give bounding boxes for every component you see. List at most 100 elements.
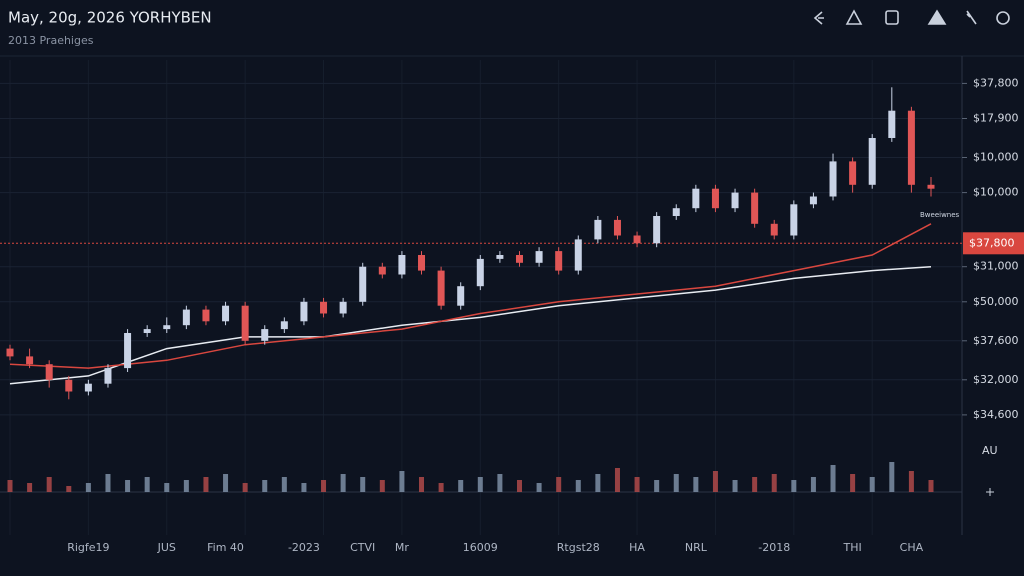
candle-body [418, 255, 426, 271]
volume-bar [85, 483, 91, 492]
volume-bar [242, 483, 248, 492]
crosshair-icon [986, 488, 994, 496]
volume-bar [693, 477, 699, 492]
volume-bar [340, 474, 346, 492]
volume-bar [27, 483, 33, 492]
candle-body [711, 188, 719, 209]
volume-bar [46, 477, 52, 492]
candle-body [515, 255, 523, 263]
y-tick-label: $34,600 [973, 408, 1019, 421]
volume-bar [771, 474, 777, 492]
candle-body [124, 333, 132, 369]
candle-body [222, 305, 230, 322]
candle-body [241, 305, 249, 341]
x-tick-label: JUS [157, 541, 176, 554]
candle-body [182, 309, 190, 326]
tool-triangle[interactable] [845, 9, 863, 25]
x-tick-label: CTVI [350, 541, 375, 554]
volume-bar [497, 474, 503, 492]
tool-settings[interactable] [996, 11, 1010, 25]
x-tick-label: Rtgst28 [557, 541, 600, 554]
volume-bar [419, 477, 425, 492]
candle-body [731, 192, 739, 209]
y-tick-label: $17,900 [973, 112, 1019, 125]
candle-body [202, 309, 210, 322]
candle-body [163, 325, 171, 330]
candle-body [849, 161, 857, 185]
volume-bar [66, 486, 72, 492]
candle-body [613, 219, 621, 236]
volume-bar [281, 477, 287, 492]
candle-body [751, 192, 759, 224]
candle-body [927, 184, 935, 189]
candle-body [339, 301, 347, 314]
volume-bar [614, 468, 620, 492]
tool-fill[interactable] [927, 9, 947, 25]
moving-average [9, 265, 932, 385]
volume-bar [752, 477, 758, 492]
candle-body [457, 286, 465, 306]
tool-back[interactable] [813, 11, 824, 25]
x-tick-label: Rigfe19 [67, 541, 109, 554]
volume-bar [458, 480, 464, 492]
volume-bar [516, 480, 522, 492]
candle-body [496, 255, 504, 259]
volume-bar [301, 483, 307, 492]
candle-body [437, 270, 445, 306]
tool-draw[interactable] [966, 10, 977, 25]
candle-body [535, 251, 543, 263]
candle-body [261, 329, 269, 341]
current-price-box [963, 232, 1024, 255]
y-tick-label: $10,000 [973, 151, 1019, 164]
y-tick-label: $32,000 [973, 373, 1019, 386]
candle-body [45, 364, 53, 380]
y-tick-label: $37,600 [973, 334, 1019, 347]
candle-body [653, 216, 661, 244]
y-tick-label: $10,000 [973, 186, 1019, 199]
volume-bar [125, 480, 131, 492]
candle-body [398, 255, 406, 275]
volume-bar [360, 477, 366, 492]
candle-body [84, 383, 92, 392]
y-tick-label: $50,000 [973, 295, 1019, 308]
y-tick-label: $37,800 [973, 76, 1019, 89]
volume-bar [712, 471, 718, 492]
volume-bar [654, 480, 660, 492]
volume-bar [379, 480, 385, 492]
candle-body [359, 266, 367, 302]
candle-body [594, 219, 602, 240]
candle-body [476, 258, 484, 287]
volume-bar [830, 465, 836, 492]
volume-bar [575, 480, 581, 492]
volume-bar [869, 477, 875, 492]
candle-body [770, 223, 778, 236]
annotation: Bweeiwnes [920, 211, 960, 219]
volume-bar [7, 480, 13, 492]
candle-body [555, 251, 563, 271]
volume-bar [810, 477, 816, 492]
candle-body [888, 110, 896, 138]
volume-bar [850, 474, 856, 492]
candle-body [65, 379, 73, 392]
volume-bar [105, 474, 111, 492]
x-tick-label: Fim 40 [207, 541, 244, 554]
volume-bar [928, 480, 934, 492]
candle-body [907, 110, 915, 185]
volume-bar [791, 480, 797, 492]
x-tick-label: NRL [685, 541, 708, 554]
volume-bar [438, 483, 444, 492]
volume-bar [223, 474, 229, 492]
candle-body [809, 196, 817, 205]
y-tick-label: $31,000 [973, 260, 1019, 273]
candle-body [378, 266, 386, 275]
volume-bar [536, 483, 542, 492]
chart-subtitle: 2013 Praehiges [8, 34, 94, 47]
candle-body [829, 161, 837, 197]
toolbar[interactable] [813, 9, 1010, 25]
x-tick-label: -2018 [758, 541, 790, 554]
volume-bar [477, 477, 483, 492]
volume-bar [634, 477, 640, 492]
x-tick-label: 16009 [463, 541, 498, 554]
tool-box[interactable] [885, 10, 899, 25]
